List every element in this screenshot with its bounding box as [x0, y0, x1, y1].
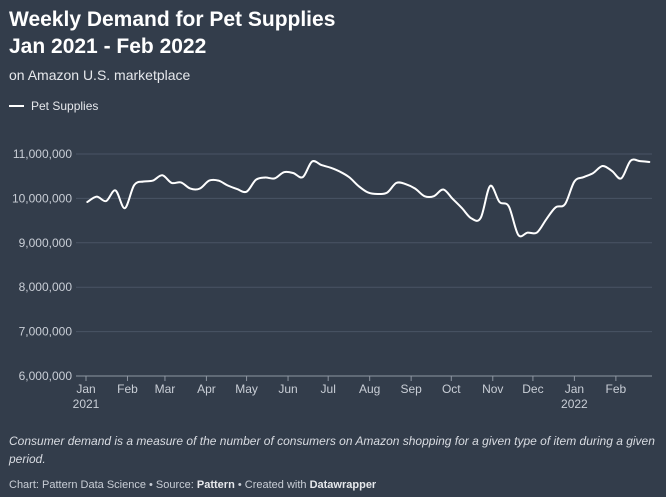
y-tick-label: 10,000,000 [12, 191, 72, 205]
y-tick-label: 7,000,000 [19, 325, 73, 339]
y-tick-label: 6,000,000 [19, 369, 73, 383]
footer-tool: Datawrapper [309, 479, 377, 491]
legend: Pet Supplies [9, 99, 98, 113]
x-tick-label: Dec [522, 382, 543, 396]
series-line-pet-supplies [86, 158, 651, 238]
x-tick-label: Feb [117, 382, 138, 396]
x-tick-label: Jun [278, 382, 297, 396]
footer-created-with: • Created with [234, 479, 310, 491]
footer-chart-credit: Chart: Pattern Data Science • Source: [9, 479, 197, 491]
x-tick-label: May [235, 382, 258, 396]
y-axis-labels: 6,000,000 7,000,000 8,000,000 9,000,000 10,0… [12, 147, 72, 383]
x-tick-year-label: 2022 [561, 397, 588, 411]
x-tick-label: Nov [482, 382, 503, 396]
legend-label: Pet Supplies [31, 99, 99, 113]
x-tick-year-label: 2021 [73, 397, 100, 411]
x-tick-label: Apr [197, 382, 216, 396]
chart-note: Consumer demand is a measure of the numb… [9, 434, 655, 466]
y-tick-label: 8,000,000 [19, 280, 73, 294]
x-tick-label: Feb [606, 382, 627, 396]
y-tick-label: 9,000,000 [19, 236, 73, 250]
line-chart: 6,000,000 7,000,000 8,000,000 9,000,000 10,0… [12, 147, 652, 411]
x-tick-label: Jan [76, 382, 95, 396]
series-layer [86, 158, 651, 238]
gridlines [76, 153, 652, 381]
chart-title-line-2: Jan 2021 - Feb 2022 [9, 35, 207, 58]
legend-swatch [9, 105, 24, 107]
x-tick-label: Oct [442, 382, 461, 396]
chart-footer: Chart: Pattern Data Science • Source: Pa… [9, 479, 376, 491]
x-tick-label: Jan [565, 382, 584, 396]
x-tick-label: Sep [400, 382, 422, 396]
y-tick-label: 11,000,000 [13, 147, 72, 161]
x-tick-label: Mar [155, 382, 176, 396]
x-tick-label: Jul [321, 382, 336, 396]
x-tick-label: Aug [359, 382, 380, 396]
footer-source: Pattern [196, 479, 235, 491]
chart-subtitle: on Amazon U.S. marketplace [9, 67, 191, 83]
chart-title: Weekly Demand for Pet Supplies Jan 2021 … [9, 6, 649, 60]
chart-title-line-1: Weekly Demand for Pet Supplies [9, 8, 336, 31]
